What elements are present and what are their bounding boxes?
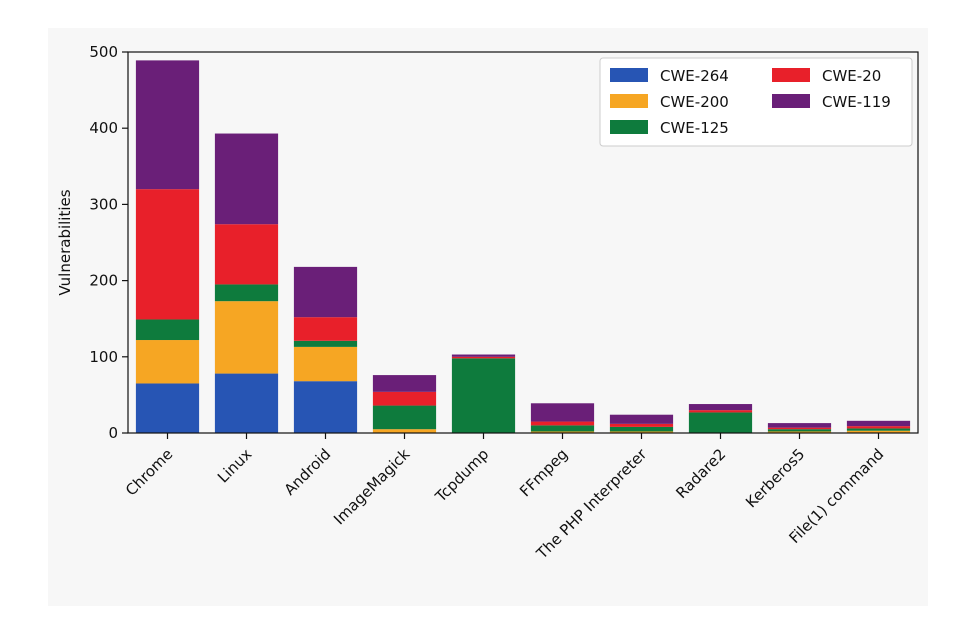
legend-swatch [772, 68, 810, 82]
bar-segment [372, 429, 437, 433]
bar-segment [846, 426, 911, 429]
bar-segment [609, 426, 674, 432]
bar-segment [135, 60, 200, 190]
bar-segment [293, 266, 358, 318]
stacked-bar-chart: 0 100 200 300 400 500 Chrome Linux AndroidImage… [56, 43, 919, 563]
bar-segment [214, 301, 279, 374]
bar-segment [688, 404, 753, 411]
tick-layer: 0 100 200 300 400 500 [89, 43, 128, 442]
y-tick-label: 300 [89, 195, 118, 213]
bar-segment [530, 403, 595, 422]
category-label: Chrome [122, 445, 176, 499]
bar-segment [451, 356, 516, 359]
bar-segment [372, 391, 437, 406]
y-tick-label: 400 [89, 119, 118, 137]
legend-swatch [772, 94, 810, 108]
chart-canvas: 0 100 200 300 400 500 Chrome Linux Android Image… [48, 28, 928, 606]
bar-segment [135, 189, 200, 320]
plot-frame [127, 51, 919, 434]
y-tick-label: 100 [89, 348, 118, 366]
legend-swatch [610, 94, 648, 108]
category-label: Radare2 [672, 445, 729, 502]
legend-label: CWE-125 [660, 119, 729, 137]
bar-segment [530, 421, 595, 426]
legend-label: CWE-264 [660, 67, 729, 85]
category-label: Android [281, 445, 335, 499]
bar-segment [214, 224, 279, 285]
bars-layer [135, 60, 911, 433]
category-label: Linux [214, 445, 255, 486]
bar-segment [372, 375, 437, 392]
legend-swatch [610, 120, 648, 134]
bar-segment [135, 319, 200, 341]
bar-segment [451, 354, 516, 357]
bar-segment [372, 405, 437, 430]
bar-segment [135, 383, 200, 433]
y-tick-label: 0 [108, 424, 118, 442]
legend-label: CWE-200 [660, 93, 729, 111]
bar-segment [767, 429, 832, 432]
bar-segment [530, 425, 595, 432]
bar-segment [293, 340, 358, 347]
bar-segment [135, 340, 200, 384]
bar-segment [293, 381, 358, 433]
bar-segment [293, 346, 358, 382]
bar-segment [846, 430, 911, 433]
bar-segment [214, 133, 279, 225]
category-label: Kerberos5 [742, 445, 808, 511]
bar-segment [530, 431, 595, 433]
category-label: ImageMagick [330, 445, 413, 528]
bar-segment [767, 431, 832, 433]
bar-segment [214, 373, 279, 433]
legend-swatch [610, 68, 648, 82]
legend-box [599, 57, 913, 147]
y-tick-label: 200 [89, 272, 118, 290]
legend-label: CWE-119 [822, 93, 891, 111]
legend: CWE-264 CWE-200 CWE-125 CWE-20 CWE-119 [599, 57, 913, 147]
category-label: FFmpeg [516, 445, 571, 500]
axes-layer [127, 51, 919, 434]
legend-label: CWE-20 [822, 67, 881, 85]
bar-segment [214, 284, 279, 302]
bar-segment [767, 427, 832, 430]
bar-segment [293, 317, 358, 341]
bar-segment [846, 428, 911, 431]
bar-segment [609, 423, 674, 427]
category-label: Tcpdump [431, 445, 492, 506]
bar-segment [609, 414, 674, 424]
bar-segment [846, 420, 911, 427]
y-tick-label: 500 [89, 43, 118, 61]
bar-segment [609, 431, 674, 433]
bar-segment [451, 358, 516, 433]
bar-segment [688, 412, 753, 433]
y-axis-title: Vulnerabilities [56, 189, 74, 295]
bar-segment [688, 410, 753, 413]
bar-segment [767, 423, 832, 428]
